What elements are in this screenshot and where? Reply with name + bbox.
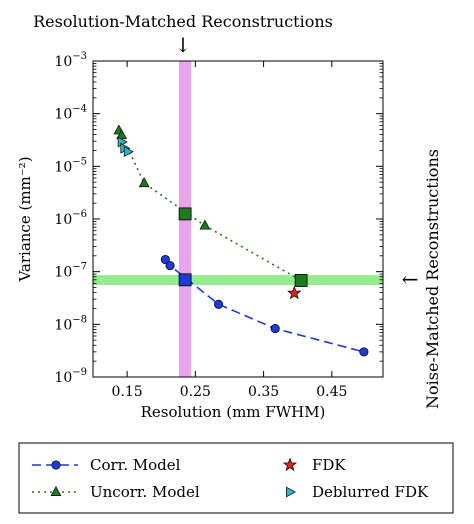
noise-match-band	[93, 275, 383, 285]
data-point-1-3	[199, 219, 211, 230]
data-point-0-4	[359, 347, 369, 357]
right-annotation: Noise-Matched Reconstructions	[423, 149, 442, 409]
top-annotation: Resolution-Matched Reconstructions	[33, 12, 333, 31]
legend-marker-2	[50, 485, 62, 496]
y-axis-label: Variance (mm⁻²)	[16, 156, 34, 282]
x-tick-label-0: 0.15	[112, 384, 143, 400]
legend-label-1: FDK	[312, 456, 346, 474]
data-point-0-1	[165, 261, 175, 271]
y-tick-label-0: 10−9	[54, 367, 87, 386]
y-tick-label-4: 10−5	[54, 156, 87, 175]
legend: Corr. Model FDK Uncorr. Model Deblurred FDK	[18, 442, 454, 514]
data-point-0-3	[270, 324, 280, 334]
x-tick-label-2: 0.35	[248, 384, 279, 400]
legend-marker-0	[51, 460, 61, 470]
legend-marker-3	[286, 486, 297, 498]
series-line-0	[164, 259, 365, 353]
right-annotation-arrow: ←	[402, 267, 419, 291]
plot-frame	[92, 60, 384, 378]
y-tick-label-6: 10−3	[54, 51, 87, 70]
data-point-2-0	[287, 285, 302, 300]
x-tick-label-1: 0.25	[180, 384, 211, 400]
legend-marker-1	[282, 457, 298, 472]
top-annotation-arrow: ↓	[175, 33, 192, 57]
data-point-3-2	[123, 146, 134, 158]
series-line-1	[118, 130, 302, 282]
data-point-0-2	[214, 299, 224, 309]
x-tick-label-3: 0.45	[316, 384, 347, 400]
legend-label-2: Uncorr. Model	[90, 483, 200, 501]
series-lines	[118, 130, 365, 353]
series-markers	[113, 124, 369, 357]
highlight-point-1	[178, 207, 192, 221]
x-axis-label: Resolution (mm FWHM)	[141, 403, 326, 421]
y-tick-label-2: 10−7	[54, 262, 87, 281]
legend-label-3: Deblurred FDK	[312, 483, 429, 501]
data-point-0-0	[160, 254, 170, 265]
y-tick-label-5: 10−4	[54, 104, 87, 123]
axis-ticks: 0.15 0.25 0.35 0.45 10−9 10−8 10−7 10−6 10−5 10−4…	[54, 51, 383, 400]
highlight-point-2	[294, 274, 308, 287]
data-point-1-2	[138, 177, 150, 188]
highlight-bands	[93, 61, 383, 377]
legend-box	[18, 442, 454, 514]
y-tick-label-3: 10−6	[54, 209, 87, 228]
legend-label-0: Corr. Model	[90, 456, 181, 474]
y-tick-label-1: 10−8	[54, 314, 87, 333]
highlight-point-0	[178, 273, 192, 287]
